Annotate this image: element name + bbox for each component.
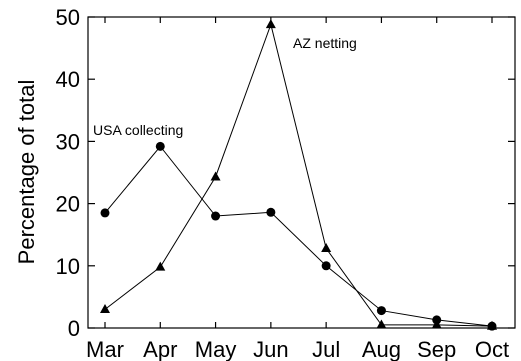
y-tick-label: 40 [56, 67, 80, 92]
x-tick-label: Jul [312, 337, 340, 361]
x-axis: Mar Apr May Jun Jul Aug Sep Oct [86, 17, 509, 361]
y-tick-label: 50 [56, 5, 80, 30]
y-axis: 0 10 20 30 40 50 [56, 5, 515, 341]
data-point-usa-collecting [376, 306, 386, 316]
data-point-az-netting [210, 171, 221, 181]
data-point-az-netting [487, 320, 497, 330]
data-point-usa-collecting [266, 207, 276, 217]
data-point-az-netting [431, 319, 442, 329]
series-lines [104, 22, 493, 327]
data-point-az-netting [265, 19, 276, 29]
plot-frame [87, 16, 516, 329]
x-tick-label: May [195, 337, 237, 361]
series-line-usa-collecting [104, 145, 493, 327]
x-tick-label: Aug [362, 337, 401, 361]
data-point-usa-collecting [211, 211, 221, 221]
data-point-usa-collecting [100, 208, 110, 218]
series-label-usa-collecting: USA collecting [93, 122, 183, 138]
y-tick-label: 0 [68, 316, 80, 341]
data-point-az-netting [155, 261, 166, 271]
series-line-az-netting [104, 22, 493, 327]
y-tick-label: 30 [56, 129, 80, 154]
y-tick-label: 10 [56, 254, 80, 279]
series-label-az-netting: AZ netting [293, 35, 357, 51]
x-tick-label: Oct [475, 337, 509, 361]
series-markers [100, 19, 497, 331]
y-axis-title: Percentage of total [14, 80, 39, 265]
x-tick-label: Apr [143, 337, 177, 361]
x-tick-label: Mar [86, 337, 124, 361]
data-point-az-netting [376, 319, 387, 329]
data-point-usa-collecting [321, 261, 331, 271]
data-point-az-netting [321, 242, 332, 252]
x-tick-label: Sep [417, 337, 456, 361]
data-point-usa-collecting [155, 141, 165, 151]
x-tick-label: Jun [253, 337, 288, 361]
y-tick-label: 20 [56, 192, 80, 217]
data-point-az-netting [100, 303, 110, 313]
